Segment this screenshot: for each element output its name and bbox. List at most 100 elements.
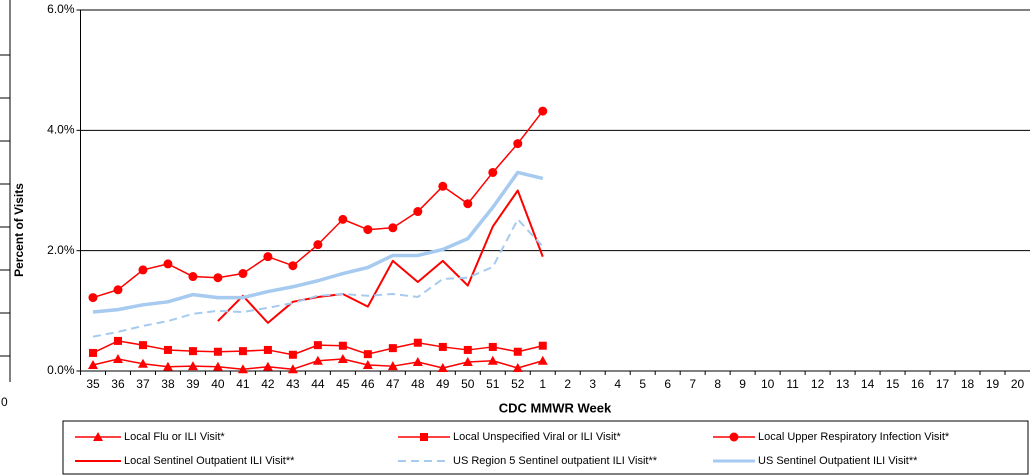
data-point <box>88 293 98 303</box>
data-point <box>138 265 148 275</box>
data-point <box>213 273 223 283</box>
x-tick-label: 2 <box>564 377 571 391</box>
legend-label: Local Upper Respiratory Infection Visit* <box>758 431 950 443</box>
x-tick-label: 43 <box>286 377 300 391</box>
legend-label: US Region 5 Sentinel outpatient ILI Visi… <box>453 455 658 467</box>
data-point <box>238 347 247 356</box>
data-point <box>337 353 348 363</box>
data-point <box>137 358 148 368</box>
data-point <box>387 361 398 371</box>
data-point <box>537 355 548 365</box>
x-tick-label: 40 <box>211 377 225 391</box>
x-tick-label: 7 <box>689 377 696 391</box>
x-tick-label: 6 <box>664 377 671 391</box>
y-tick-label: 6.0% <box>47 2 75 16</box>
data-point <box>263 345 272 354</box>
data-point <box>213 347 222 356</box>
legend-marker <box>729 432 739 442</box>
x-tick-label: 4 <box>614 377 621 391</box>
x-tick-label: 37 <box>136 377 150 391</box>
x-tick-label: 11 <box>786 377 799 391</box>
data-point <box>463 345 472 354</box>
data-point <box>162 361 173 371</box>
data-point <box>138 341 147 350</box>
data-point <box>238 269 248 279</box>
legend-marker <box>420 433 428 441</box>
data-point <box>187 361 198 371</box>
data-point <box>388 344 397 353</box>
left-fragment: 0 <box>0 0 11 409</box>
x-tick-label: 14 <box>861 377 875 391</box>
data-point <box>263 252 273 262</box>
data-point <box>438 342 447 351</box>
data-point <box>513 347 522 356</box>
x-tick-label: 38 <box>161 377 175 391</box>
legend-marker <box>93 432 103 441</box>
x-tick-label: 39 <box>186 377 200 391</box>
data-point <box>463 199 473 209</box>
x-tick-label: 3 <box>589 377 596 391</box>
data-point <box>287 364 298 374</box>
data-point <box>413 338 422 347</box>
data-point <box>363 350 372 359</box>
data-point <box>113 285 123 295</box>
x-tick-label: 48 <box>411 377 425 391</box>
data-point <box>87 359 98 369</box>
x-tick-label: 16 <box>911 377 925 391</box>
x-tick-label: 12 <box>811 377 825 391</box>
x-tick-label: 52 <box>511 377 525 391</box>
data-point <box>488 167 498 177</box>
data-point <box>212 361 223 371</box>
x-axis-label: CDC MMWR Week <box>499 400 612 415</box>
data-point <box>313 341 322 350</box>
x-tick-label: 36 <box>111 377 125 391</box>
x-tick-label: 35 <box>86 377 100 391</box>
series-line <box>217 189 544 324</box>
data-point <box>188 347 197 356</box>
data-point <box>413 207 423 217</box>
x-tick-label: 5 <box>639 377 646 391</box>
data-point <box>338 341 347 350</box>
y-tick-label: 0.0% <box>47 363 75 377</box>
data-point <box>112 353 123 363</box>
data-point <box>388 223 398 233</box>
data-point <box>513 139 523 149</box>
data-point <box>163 259 173 269</box>
data-point <box>363 225 373 235</box>
legend-label: Local Sentinel Outpatient ILI Visit** <box>124 455 295 467</box>
fragment-label: 0 <box>1 395 8 409</box>
x-tick-label: 42 <box>261 377 275 391</box>
x-tick-label: 49 <box>436 377 450 391</box>
data-point <box>288 261 298 271</box>
x-tick-label: 1 <box>539 377 546 391</box>
data-point <box>488 342 497 351</box>
y-tick-label: 4.0% <box>47 123 75 137</box>
x-tick-label: 45 <box>336 377 350 391</box>
x-tick-label: 20 <box>1011 377 1025 391</box>
series-line <box>92 170 544 314</box>
x-tick-label: 46 <box>361 377 375 391</box>
data-point <box>437 362 448 372</box>
x-tick-label: 18 <box>961 377 975 391</box>
x-tick-label: 10 <box>761 377 775 391</box>
legend-label: Local Unspecified Viral or ILI Visit* <box>453 431 621 443</box>
data-point <box>538 341 547 350</box>
data-point <box>462 356 473 366</box>
legend-label: US Sentinel Outpatient ILI Visit** <box>758 455 918 467</box>
x-tick-label: 51 <box>486 377 500 391</box>
x-tick-label: 50 <box>461 377 475 391</box>
y-axis-label: Percent of Visits <box>12 183 26 277</box>
x-tick-label: 13 <box>836 377 850 391</box>
data-point <box>163 345 172 354</box>
data-point <box>313 240 323 250</box>
data-point <box>512 362 523 372</box>
y-tick-label: 2.0% <box>47 243 75 257</box>
x-tick-label: 19 <box>986 377 1000 391</box>
data-point <box>412 356 423 366</box>
data-point <box>312 355 323 365</box>
legend-label: Local Flu or ILI Visit* <box>124 431 225 443</box>
legend-box <box>62 420 1029 475</box>
data-point <box>288 350 297 359</box>
x-tick-label: 8 <box>714 377 721 391</box>
